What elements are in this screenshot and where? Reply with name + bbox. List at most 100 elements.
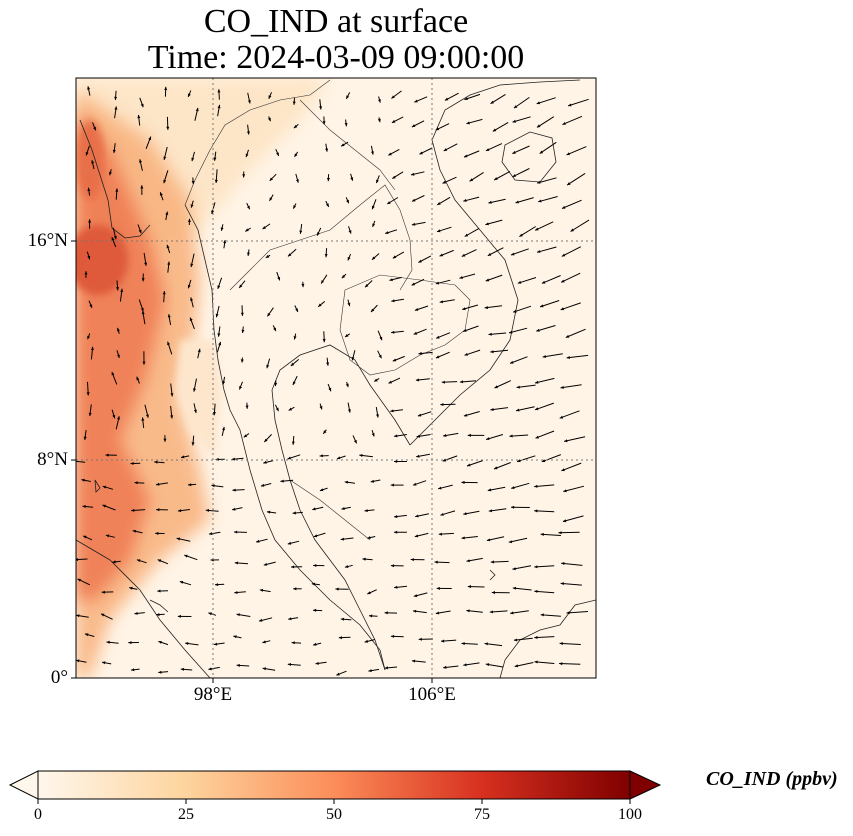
- wind-arrow-head: [184, 554, 188, 558]
- wind-arrow-head: [466, 609, 470, 613]
- wind-arrow-head: [566, 152, 570, 156]
- colorbar-tick-100: 100: [618, 806, 642, 823]
- wind-arrow-head: [435, 611, 440, 615]
- wind-arrow-head: [566, 611, 570, 615]
- wind-arrow-head: [368, 669, 372, 673]
- wind-arrow-head: [280, 479, 284, 483]
- wind-arrow: [534, 636, 555, 639]
- lat-label-16n: 16°N: [27, 230, 68, 251]
- lon-label-98e: 98°E: [193, 684, 233, 705]
- map-title: CO_IND at surface: [203, 3, 469, 40]
- wind-arrow-head: [239, 386, 242, 390]
- wind-arrow-head: [140, 103, 144, 108]
- wind-arrow-head: [85, 152, 89, 156]
- wind-arrow-head: [414, 99, 418, 103]
- wind-arrow-head: [511, 505, 515, 509]
- wind-arrow-head: [88, 219, 92, 223]
- wind-arrow-head: [414, 534, 419, 538]
- wind-arrow-head: [287, 541, 292, 545]
- wind-arrow-head: [535, 380, 539, 384]
- wind-arrow-head: [319, 106, 323, 110]
- wind-arrow-head: [288, 253, 292, 257]
- wind-arrow-head: [156, 613, 160, 617]
- wind-arrow-head: [287, 456, 291, 460]
- wind-arrow-head: [443, 434, 447, 437]
- wind-arrow-head: [462, 307, 466, 311]
- wind-arrow-head: [181, 455, 185, 459]
- wind-arrow-head: [102, 485, 107, 489]
- wind-arrow-head: [513, 105, 518, 109]
- wind-arrow-head: [195, 107, 199, 112]
- wind-arrow-head: [413, 594, 418, 598]
- wind-arrow-head: [463, 512, 467, 516]
- wind-arrow-head: [163, 438, 167, 442]
- wind-arrow-head: [392, 175, 396, 179]
- wind-arrow: [534, 221, 554, 231]
- wind-arrow-head: [434, 560, 438, 564]
- wind-arrow-head: [441, 639, 445, 643]
- wind-arrow-head: [87, 86, 91, 90]
- wind-arrow: [559, 642, 581, 645]
- wind-arrow-head: [512, 586, 517, 590]
- wind-arrow-head: [142, 361, 146, 365]
- wind-arrow-head: [140, 185, 144, 189]
- wind-arrow: [563, 485, 585, 492]
- wind-arrow-head: [232, 507, 236, 511]
- wind-arrow-head: [325, 148, 329, 152]
- wind-arrow-head: [487, 488, 492, 492]
- wind-arrow-head: [413, 331, 418, 335]
- wind-arrow-head: [259, 588, 264, 592]
- wind-arrow-head: [535, 227, 539, 231]
- wind-arrow-head: [191, 180, 195, 185]
- colorbar-tick-0: 0: [34, 806, 42, 823]
- wind-arrow-head: [266, 364, 270, 369]
- colorbar-label: CO_IND (ppbv): [706, 768, 838, 790]
- wind-arrow-head: [511, 486, 515, 490]
- wind-arrow-head: [292, 381, 296, 385]
- wind-arrow-head: [217, 285, 221, 289]
- wind-arrow-head: [540, 613, 544, 617]
- wind-arrow: [534, 510, 555, 513]
- wind-arrow-head: [234, 591, 238, 594]
- wind-arrow-head: [299, 230, 303, 234]
- wind-arrow-head: [559, 642, 563, 646]
- wind-arrow-head: [105, 453, 109, 457]
- wind-arrow-head: [439, 253, 444, 257]
- wind-arrow: [570, 219, 590, 232]
- wind-arrow-head: [84, 271, 88, 275]
- wind-arrow-head: [291, 441, 295, 445]
- wind-arrow-head: [365, 284, 369, 288]
- wind-arrow-head: [494, 177, 498, 180]
- wind-arrow-head: [139, 159, 142, 163]
- wind-arrow: [560, 384, 582, 389]
- wind-arrow-head: [419, 151, 423, 155]
- wind-arrow-head: [367, 536, 371, 539]
- wind-arrow: [536, 177, 557, 184]
- wind-arrow-head: [348, 230, 352, 234]
- wind-arrow-head: [394, 460, 398, 463]
- wind-arrow-head: [558, 531, 562, 535]
- wind-arrow-head: [394, 530, 398, 534]
- wind-arrow-head: [438, 486, 442, 490]
- wind-arrow-head: [562, 122, 566, 125]
- wind-arrow: [534, 590, 555, 594]
- wind-arrow: [540, 533, 561, 536]
- wind-arrow-head: [156, 482, 160, 486]
- wind-arrow: [559, 663, 581, 665]
- wind-arrow: [512, 305, 532, 313]
- wind-arrow-head: [159, 192, 163, 196]
- wind-arrow-head: [534, 565, 538, 569]
- wind-arrow-head: [459, 380, 464, 384]
- wind-arrow-head: [291, 565, 295, 569]
- wind-arrow-head: [315, 661, 319, 665]
- wind-arrow: [516, 384, 536, 388]
- wind-arrow-head: [435, 355, 440, 359]
- wind-arrow-head: [179, 580, 184, 584]
- wind-arrow-head: [513, 638, 518, 642]
- wind-arrow-head: [187, 284, 191, 289]
- wind-arrow: [559, 410, 580, 419]
- wind-arrow-head: [111, 237, 115, 241]
- wind-arrow-head: [209, 532, 213, 536]
- wind-arrow-head: [435, 281, 440, 285]
- wind-arrow-head: [512, 119, 516, 123]
